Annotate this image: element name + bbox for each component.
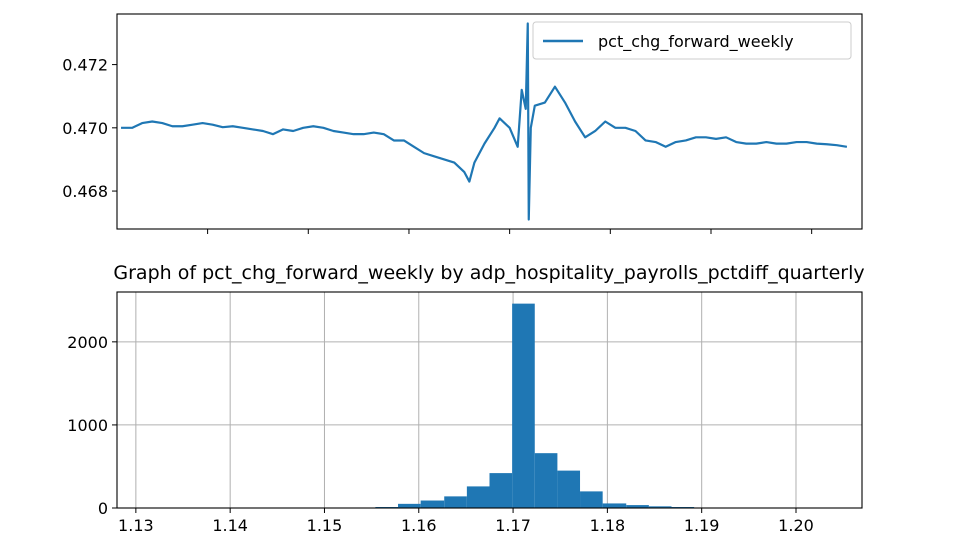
x-tick-label: 1.16 — [401, 516, 437, 535]
histogram-bar — [489, 473, 513, 508]
line-chart-panel: 0.468 0.470 0.472 pct_chg_forward_weekly — [62, 13, 863, 234]
legend-label: pct_chg_forward_weekly — [598, 32, 794, 52]
x-tick-label: 1.19 — [684, 516, 720, 535]
histogram-bar — [420, 500, 445, 508]
histogram-bar — [557, 470, 581, 508]
y-tick-label: 0 — [98, 499, 108, 518]
histogram-bar — [512, 303, 535, 508]
x-tick-label: 1.14 — [212, 516, 248, 535]
histogram-bar — [466, 486, 490, 508]
y-tick-label: 0.472 — [62, 56, 108, 75]
histogram-ticks: 1.13 1.14 1.15 1.16 1.17 1.18 1.19 1.20 0 1000 200… — [67, 333, 814, 535]
histogram-bar — [580, 491, 603, 508]
histogram-frame — [116, 291, 863, 509]
histogram-bar — [602, 503, 627, 508]
line-series-0 — [121, 22, 848, 221]
legend-box — [532, 21, 852, 60]
y-tick-label: 2000 — [67, 333, 108, 352]
histogram-bar — [398, 503, 421, 508]
y-tick-label: 0.468 — [62, 182, 108, 201]
x-tick-label: 1.15 — [307, 516, 343, 535]
line-chart-frame — [116, 13, 863, 230]
line-chart-ticks: 0.468 0.470 0.472 — [62, 56, 813, 234]
x-tick-label: 1.20 — [778, 516, 814, 535]
histogram-title: Graph of pct_chg_forward_weekly by adp_h… — [113, 262, 864, 284]
histogram-bars — [375, 303, 717, 508]
x-tick-label: 1.13 — [118, 516, 154, 535]
histogram-bar — [648, 506, 672, 508]
y-tick-label: 1000 — [67, 416, 108, 435]
histogram-bar — [626, 505, 649, 508]
histogram-panel: Graph of pct_chg_forward_weekly by adp_h… — [67, 262, 864, 535]
x-tick-label: 1.18 — [590, 516, 626, 535]
legend[interactable]: pct_chg_forward_weekly — [532, 21, 852, 60]
histogram-bar — [534, 453, 558, 508]
histogram-bar — [444, 496, 467, 508]
line-series-group — [121, 22, 848, 221]
x-tick-label: 1.17 — [495, 516, 531, 535]
y-tick-label: 0.470 — [62, 119, 108, 138]
